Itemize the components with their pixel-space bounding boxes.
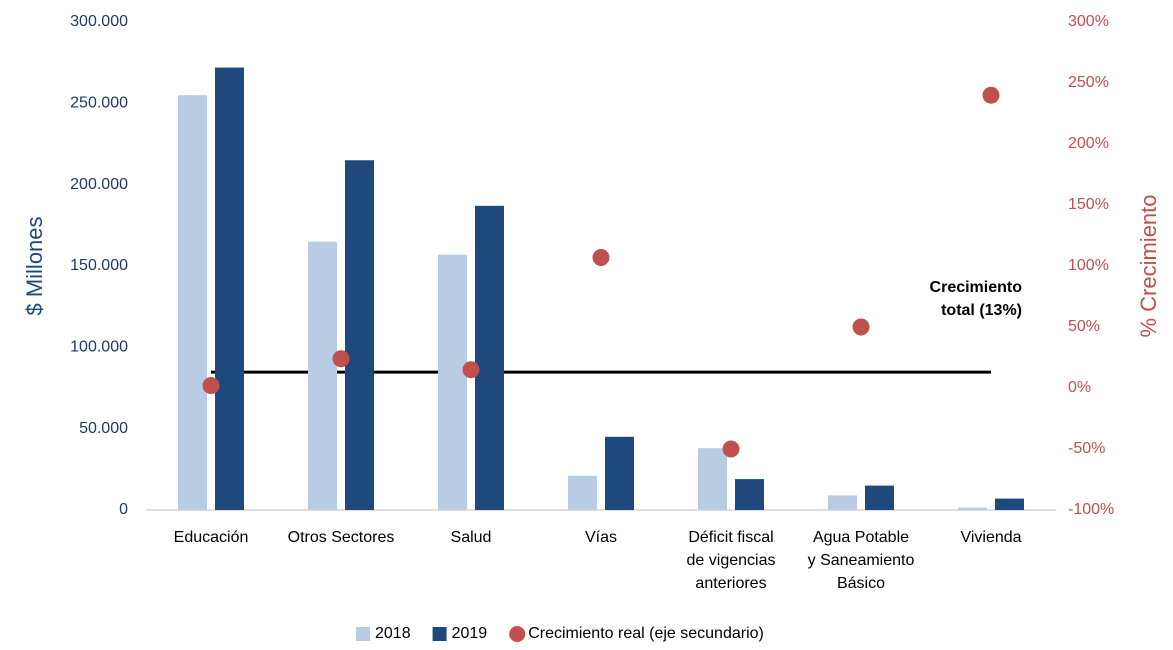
growth-dot bbox=[722, 440, 740, 458]
bar bbox=[308, 241, 337, 510]
y2-tick-label: 0% bbox=[1068, 379, 1091, 396]
y2-tick-label: 150% bbox=[1068, 196, 1109, 213]
legend-label: Crecimiento real (eje secundario) bbox=[528, 625, 764, 642]
bar bbox=[345, 160, 374, 510]
x-tick-label: Otros Sectores bbox=[288, 529, 395, 546]
legend-marker bbox=[509, 626, 526, 642]
y2-axis-label: % Crecimiento bbox=[1136, 194, 1161, 337]
growth-dot bbox=[332, 350, 350, 368]
x-tick-label: y Saneamiento bbox=[808, 552, 915, 569]
x-tick-label: Educación bbox=[174, 529, 249, 546]
y-tick-label: 250.000 bbox=[70, 95, 128, 112]
y2-tick-label: 300% bbox=[1068, 13, 1109, 30]
annotation-text: total (13%) bbox=[941, 302, 1022, 319]
legend-swatch bbox=[356, 627, 370, 641]
y2-tick-label: -50% bbox=[1068, 440, 1105, 457]
bar bbox=[475, 205, 504, 510]
legend-label: 2019 bbox=[452, 625, 488, 642]
bar bbox=[215, 67, 244, 511]
x-tick-label: Agua Potable bbox=[813, 529, 909, 546]
bar bbox=[865, 485, 894, 510]
y2-tick-label: 250% bbox=[1068, 74, 1109, 91]
x-tick-label: Salud bbox=[451, 529, 492, 546]
bar bbox=[568, 475, 597, 510]
bar bbox=[828, 495, 857, 510]
bar bbox=[958, 507, 987, 510]
x-tick-label: de vigencias bbox=[687, 552, 776, 569]
x-tick-label: Vivienda bbox=[960, 529, 1021, 546]
annotation-text: Crecimiento bbox=[930, 279, 1023, 296]
y2-tick-label: 100% bbox=[1068, 257, 1109, 274]
x-tick-label: Vías bbox=[585, 529, 617, 546]
growth-dot bbox=[202, 377, 220, 395]
y-tick-label: 50.000 bbox=[79, 420, 128, 437]
growth-dot bbox=[852, 318, 870, 336]
y-tick-label: 200.000 bbox=[70, 176, 128, 193]
y-tick-label: 0 bbox=[119, 501, 128, 518]
bar bbox=[178, 95, 207, 510]
legend-label: 2018 bbox=[375, 625, 411, 642]
y2-tick-label: 200% bbox=[1068, 135, 1109, 152]
y-tick-label: 150.000 bbox=[70, 257, 128, 274]
growth-dot bbox=[982, 86, 1000, 104]
y-tick-label: 300.000 bbox=[70, 13, 128, 30]
y-tick-label: 100.000 bbox=[70, 339, 128, 356]
y-axis-label: $ Millones bbox=[22, 216, 47, 315]
bar bbox=[438, 254, 467, 510]
growth-dot bbox=[462, 361, 480, 379]
x-tick-label: Básico bbox=[837, 575, 885, 592]
x-tick-label: Déficit fiscal bbox=[688, 529, 773, 546]
legend-swatch bbox=[432, 627, 447, 641]
bar bbox=[698, 448, 727, 510]
x-tick-label: anteriores bbox=[695, 575, 766, 592]
y2-tick-label: -100% bbox=[1068, 501, 1114, 518]
bar bbox=[995, 498, 1024, 510]
y2-tick-label: 50% bbox=[1068, 318, 1100, 335]
bar bbox=[605, 436, 634, 510]
bar bbox=[735, 479, 764, 510]
growth-dot bbox=[592, 248, 610, 266]
